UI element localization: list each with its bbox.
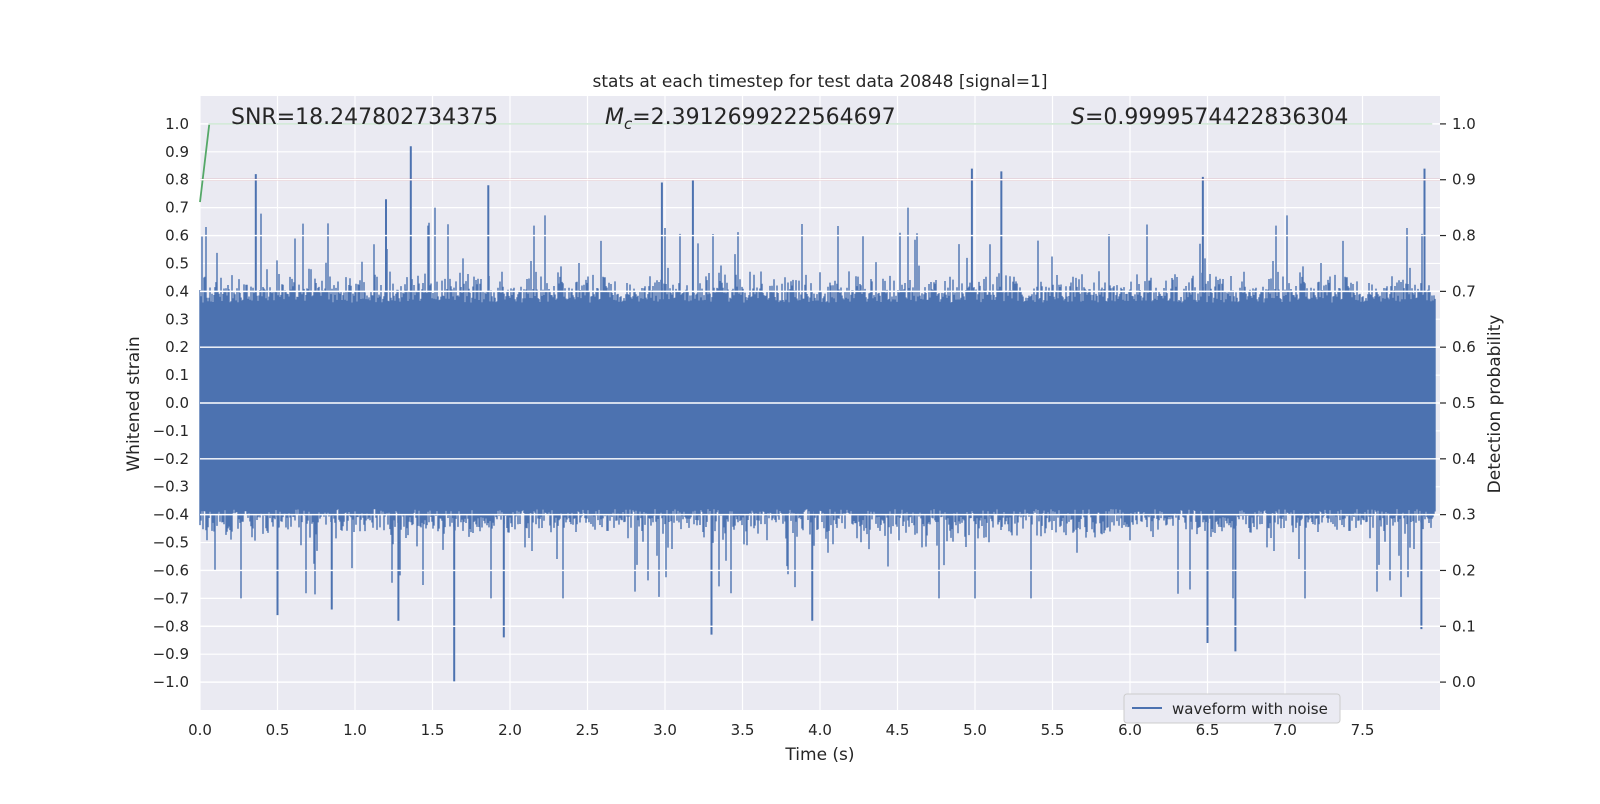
y-ticks: 1.0 0.9 0.8 0.7 0.6 0.5 0.4 0.3 0.2 0.1 0.0 −0.1 −0.…	[153, 115, 189, 691]
y2-tick-label: 0.8	[1452, 227, 1476, 245]
y2-tick-label: 0.2	[1452, 561, 1476, 579]
y-tick-label: −0.7	[153, 589, 189, 607]
y-tick-label: 0.3	[165, 310, 189, 328]
x-tick-label: 1.5	[421, 721, 445, 739]
chirp-mass-value: =2.3912699222564697	[632, 105, 895, 130]
y2-tick-label: 0.4	[1452, 450, 1476, 468]
y-tick-label: 0.6	[165, 227, 189, 245]
x-tick-label: 7.5	[1351, 721, 1375, 739]
x-axis-label: Time (s)	[784, 745, 854, 765]
y-tick-label: 0.7	[165, 199, 189, 217]
y-tick-label: 0.2	[165, 338, 189, 356]
x-tick-label: 5.0	[963, 721, 987, 739]
legend-box	[1123, 693, 1341, 724]
x-tick-label: 2.0	[498, 721, 522, 739]
score-symbol: S	[1071, 105, 1085, 130]
y2-tick-label: 0.5	[1452, 394, 1476, 412]
y2-tick-label: 0.1	[1452, 617, 1476, 635]
y-tick-label: −1.0	[153, 673, 189, 691]
y2-tick-label: 0.3	[1452, 506, 1476, 524]
y2-tick-label: 0.0	[1452, 673, 1476, 691]
x-tick-label: 5.5	[1041, 721, 1065, 739]
x-tick-label: 3.5	[731, 721, 755, 739]
y-tick-label: −0.9	[153, 645, 189, 663]
y-tick-label: 0.0	[165, 394, 189, 412]
y2-ticks: 1.0 0.9 0.8 0.7 0.6 0.5 0.4 0.3 0.2 0.1 0.0	[1440, 115, 1476, 691]
y2-tick-label: 0.6	[1452, 338, 1476, 356]
y-tick-label: −0.3	[153, 478, 189, 496]
x-tick-label: 6.0	[1118, 721, 1142, 739]
legend: waveform with noise	[1123, 693, 1341, 724]
y2-axis-label: Detection probability	[1485, 315, 1505, 494]
x-tick-label: 6.5	[1196, 721, 1220, 739]
x-tick-label: 4.0	[808, 721, 832, 739]
y-tick-label: −0.6	[153, 561, 189, 579]
legend-label-waveform: waveform with noise	[1172, 700, 1328, 718]
x-tick-label: 4.5	[886, 721, 910, 739]
y-tick-label: 1.0	[165, 115, 189, 133]
x-tick-label: 1.0	[343, 721, 367, 739]
x-ticks: 0.0 0.5 1.0 1.5 2.0 2.5 3.0 3.5 4.0 4.5 5.0 5.5 6.0 6…	[188, 721, 1374, 739]
x-tick-label: 3.0	[653, 721, 677, 739]
right-axis-grid	[200, 123, 1440, 683]
y2-tick-label: 0.9	[1452, 171, 1476, 189]
y-tick-label: −0.5	[153, 534, 189, 552]
score-value: =0.9999574422836304	[1085, 105, 1348, 130]
y-tick-label: −0.2	[153, 450, 189, 468]
score-annotation: S=0.9999574422836304	[1071, 105, 1348, 130]
x-tick-label: 2.5	[576, 721, 600, 739]
y-tick-label: 0.5	[165, 254, 189, 272]
x-tick-label: 0.0	[188, 721, 212, 739]
waveform-core	[200, 319, 1436, 493]
y-tick-label: 0.8	[165, 171, 189, 189]
x-tick-label: 0.5	[266, 721, 290, 739]
y-tick-label: −0.1	[153, 422, 189, 440]
x-tick-label: 7.0	[1273, 721, 1297, 739]
y-tick-label: 0.4	[165, 282, 189, 300]
y-tick-label: 0.1	[165, 366, 189, 384]
y-tick-label: −0.4	[153, 506, 189, 524]
y2-tick-label: 1.0	[1452, 115, 1476, 133]
chart-title: stats at each timestep for test data 208…	[593, 72, 1048, 92]
chirp-mass-annotation: Mc=2.3912699222564697	[605, 105, 896, 133]
y-tick-label: −0.8	[153, 617, 189, 635]
y-tick-label: 0.9	[165, 143, 189, 161]
chirp-mass-subscript: c	[624, 115, 633, 133]
snr-annotation: SNR=18.247802734375	[231, 105, 498, 130]
y2-tick-label: 0.7	[1452, 282, 1476, 300]
y-axis-label: Whitened strain	[124, 336, 144, 471]
chirp-mass-symbol: M	[605, 105, 624, 130]
